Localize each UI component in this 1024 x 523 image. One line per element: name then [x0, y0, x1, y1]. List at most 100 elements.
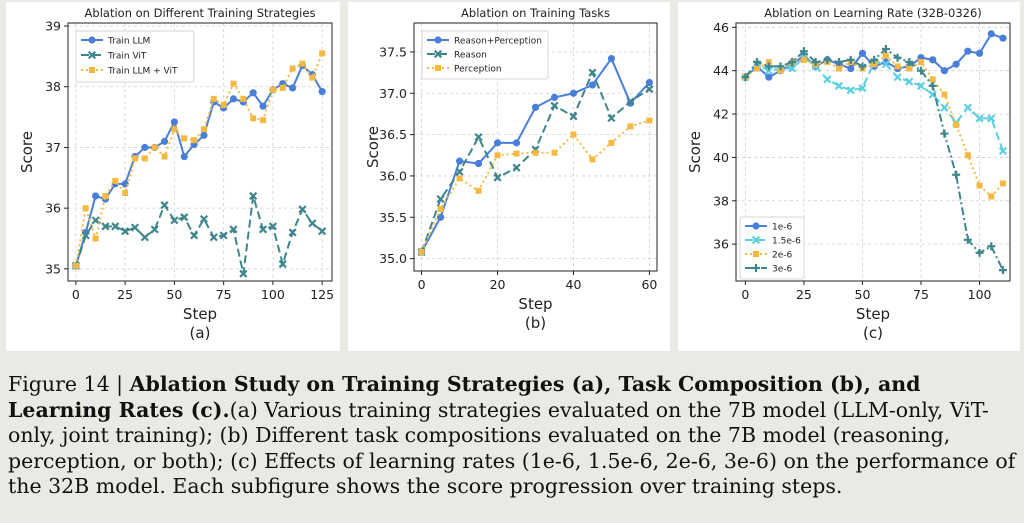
- data-point: [249, 89, 257, 97]
- series-3: [741, 45, 1007, 275]
- data-point: [918, 59, 925, 66]
- data-point: [588, 68, 597, 77]
- data-point: [999, 180, 1006, 187]
- data-point: [102, 193, 109, 200]
- data-point: [474, 159, 483, 168]
- data-point: [551, 149, 558, 156]
- data-point: [765, 59, 772, 66]
- legend-swatch-marker: [753, 251, 759, 257]
- legend-swatch-marker: [435, 65, 441, 71]
- series-1: [71, 191, 327, 278]
- data-point: [881, 45, 890, 54]
- data-point: [269, 86, 276, 93]
- chart-b-svg: 0 20 40 60 35.0 35.5 36.0 36.5 37.0 37.5 Ablation …: [364, 6, 658, 332]
- y-tick-label: 35: [45, 261, 61, 276]
- data-point: [82, 205, 89, 212]
- series-line: [744, 56, 1004, 152]
- data-point: [835, 58, 844, 67]
- data-point: [550, 101, 559, 110]
- data-point: [964, 47, 972, 55]
- data-point: [170, 216, 179, 225]
- legend-box: [421, 30, 549, 80]
- x-tick-label: 100: [261, 287, 285, 302]
- data-point: [645, 85, 654, 94]
- data-point: [626, 97, 635, 106]
- data-point: [494, 152, 501, 159]
- data-point: [513, 150, 520, 157]
- data-point: [940, 129, 949, 138]
- data-point: [111, 222, 120, 231]
- data-point: [493, 139, 502, 147]
- data-point: [229, 95, 238, 103]
- data-point: [893, 53, 902, 62]
- legend-label: Perception: [454, 65, 502, 75]
- data-point: [550, 93, 559, 101]
- data-point: [91, 192, 100, 200]
- legend: Reason+Perception Reason Perception: [421, 30, 549, 80]
- data-point: [999, 34, 1007, 42]
- data-point: [512, 139, 521, 147]
- data-point: [92, 235, 99, 242]
- data-point: [858, 62, 867, 71]
- chart-panel-b: 0 20 40 60 35.0 35.5 36.0 36.5 37.0 37.5 Ablation …: [348, 2, 670, 351]
- data-point: [858, 49, 867, 57]
- data-point: [230, 80, 237, 87]
- x-tick-label: 40: [566, 277, 582, 292]
- chart-c-svg: 0 25 50 75 100 36 38 40 42 44 46 Ablation on Learni…: [686, 6, 1011, 342]
- y-axis-label: Score: [686, 131, 704, 173]
- data-point: [987, 30, 995, 38]
- chart-panel-a: 0 25 50 75 100 125 35 36 37 38 39 Ablation on Diffe…: [6, 2, 340, 351]
- data-point: [928, 81, 937, 90]
- data-point: [455, 167, 464, 176]
- series-2: [742, 52, 1006, 200]
- data-point: [975, 248, 984, 257]
- data-point: [151, 144, 158, 151]
- legend-swatch-marker: [89, 67, 95, 73]
- y-tick-label: 38: [713, 193, 729, 208]
- data-point: [836, 65, 843, 72]
- x-axis-label: Step: [518, 295, 552, 313]
- data-point: [799, 47, 808, 56]
- legend-label: 3e-6: [772, 265, 793, 275]
- data-point: [512, 163, 521, 172]
- figure-caption: Figure 14 | Ablation Study on Training S…: [8, 372, 1016, 500]
- data-point: [953, 121, 960, 128]
- data-point: [607, 113, 616, 123]
- data-point: [963, 235, 972, 244]
- x-tick-label: 25: [796, 287, 812, 302]
- data-point: [308, 219, 317, 228]
- plot-frame: [413, 22, 658, 272]
- data-point: [220, 101, 227, 108]
- data-point: [765, 73, 773, 81]
- x-tick-label: 0: [72, 287, 80, 302]
- data-point: [141, 155, 148, 162]
- data-point: [259, 102, 267, 110]
- chart-panel-c: 0 25 50 75 100 36 38 40 42 44 46 Ablation on Learni…: [678, 2, 1020, 351]
- data-point: [858, 83, 867, 93]
- data-point: [475, 187, 482, 194]
- y-tick-label: 35.0: [379, 251, 407, 266]
- data-point: [191, 137, 198, 144]
- data-point: [847, 64, 855, 73]
- data-point: [278, 259, 287, 269]
- data-point: [258, 225, 268, 234]
- data-point: [130, 223, 140, 232]
- x-axis-label: Step: [856, 305, 890, 323]
- data-point: [998, 266, 1007, 275]
- data-point: [788, 64, 797, 73]
- x-tick-label: 125: [310, 287, 334, 302]
- data-point: [260, 117, 267, 124]
- data-point: [608, 139, 615, 146]
- data-point: [741, 73, 750, 82]
- data-point: [940, 67, 949, 75]
- data-point: [72, 262, 79, 269]
- data-point: [493, 173, 502, 182]
- data-point: [646, 117, 653, 124]
- data-point: [249, 191, 258, 201]
- data-point: [279, 84, 286, 91]
- legend-label: Train LLM: [107, 37, 150, 47]
- data-point: [929, 56, 937, 64]
- data-point: [180, 152, 188, 161]
- y-tick-label: 35.5: [379, 210, 407, 225]
- legend-swatch-marker: [434, 36, 442, 44]
